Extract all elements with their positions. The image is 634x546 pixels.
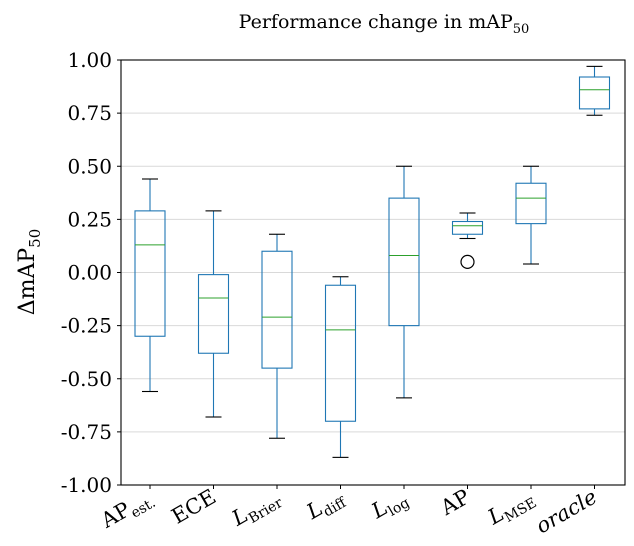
outlier-point: [460, 254, 475, 269]
box-iqr: [388, 197, 420, 327]
y-tick-label: -0.75: [61, 420, 112, 444]
y-tick-label: 0.00: [67, 261, 112, 285]
x-tick-label: Llog: [367, 485, 413, 528]
y-tick-label: 0.25: [67, 207, 112, 231]
x-tick-label: oracle: [532, 485, 601, 539]
x-tick-label: LBrier: [227, 484, 286, 534]
box-0: [134, 178, 166, 393]
y-tick-label: 0.50: [67, 154, 112, 178]
x-tick-label: AP: [436, 485, 474, 521]
y-tick-label: 1.00: [67, 48, 112, 72]
grid-lines: [121, 112, 625, 433]
x-tick-label: ECE: [168, 485, 220, 529]
x-tick-label: Ldiff: [302, 484, 350, 528]
box-5: [451, 212, 484, 269]
box-1: [197, 210, 230, 418]
box-iqr: [451, 220, 484, 235]
boxes-layer: [134, 65, 611, 458]
box-iqr: [134, 210, 166, 337]
y-tick-label: -0.25: [61, 314, 112, 338]
box-2: [261, 233, 293, 439]
y-tick-label: 0.75: [67, 101, 112, 125]
x-tick-label: LMSE: [483, 485, 540, 534]
y-axis-label: ΔmAP50: [15, 229, 44, 316]
box-iqr: [324, 284, 357, 422]
box-6: [515, 165, 547, 265]
box-7: [578, 65, 611, 116]
box-iqr: [197, 274, 230, 354]
box-iqr: [261, 250, 293, 369]
box-iqr: [515, 182, 547, 225]
box-4: [388, 165, 420, 399]
box-3: [324, 276, 357, 458]
y-tick-label: -0.50: [61, 367, 112, 391]
chart-title: Performance change in mAP50: [239, 11, 530, 37]
y-axis-ticks: 1.00 0.75 0.50 0.25 0.00 -0.25 -0.50 -0.75 -1.00: [61, 48, 121, 497]
y-tick-label: -1.00: [61, 473, 112, 497]
box-iqr: [578, 76, 611, 110]
